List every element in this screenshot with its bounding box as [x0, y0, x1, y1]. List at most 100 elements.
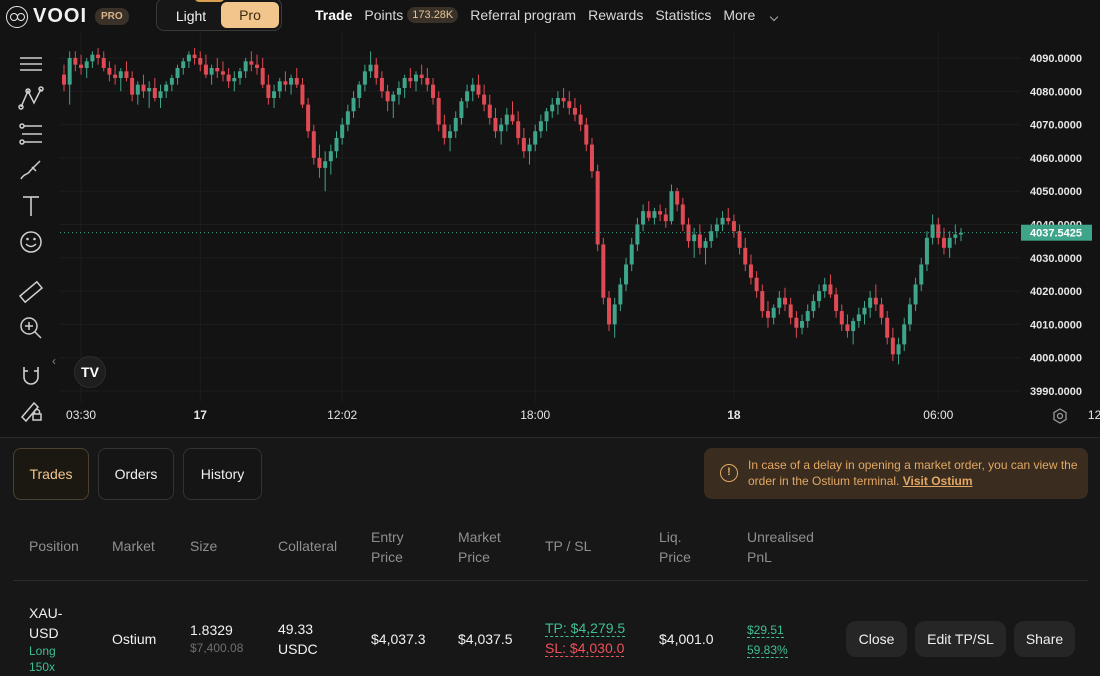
tradingview-logo-icon[interactable]: TV [74, 356, 106, 388]
candle-body [340, 124, 345, 138]
candle-body [289, 77, 294, 85]
candle-body [345, 111, 350, 125]
points-badge: 173.28K [407, 7, 459, 23]
entry-price-value: $4,037.3 [371, 631, 426, 647]
magnet-icon[interactable] [14, 362, 48, 390]
price-chart[interactable]: 4090.0000 4080.0000 4070.0000 4060.0000 4050… [0, 32, 1100, 430]
col-unrealised-pnl: Unrealised PnL [747, 527, 814, 567]
candle-body [260, 67, 265, 85]
brush-icon[interactable] [14, 156, 48, 184]
delay-notice: ! In case of a delay in opening a market… [704, 448, 1088, 499]
nav-statistics[interactable]: Statistics [655, 7, 712, 23]
tab-trades[interactable]: Trades [13, 448, 89, 500]
candle-body [317, 157, 322, 168]
new-tag: new [194, 0, 225, 2]
candle-body [811, 301, 816, 312]
tp-value: TP: $4,279.5 [545, 618, 626, 638]
emoji-icon[interactable] [14, 228, 48, 256]
candle-body [67, 58, 72, 85]
close-button[interactable]: Close [846, 621, 907, 657]
nav-referral[interactable]: Referral program [470, 7, 577, 23]
text-icon[interactable] [14, 192, 48, 220]
col-market: Market [112, 538, 155, 554]
chart-area[interactable]: 4090.0000 4080.0000 4070.0000 4060.0000 4050… [0, 32, 1100, 430]
chart-settings-icon[interactable] [1052, 408, 1068, 424]
candle-body [62, 74, 66, 85]
candle-body [232, 77, 237, 82]
candle-body [839, 311, 844, 325]
collapse-toolbar-icon[interactable]: ‹ [52, 354, 56, 368]
col-position: Position [29, 538, 79, 554]
candle-body [436, 97, 441, 125]
candle-body [794, 317, 799, 328]
candle-body [743, 247, 748, 265]
candle-body [141, 84, 146, 92]
leverage-label: 150x [29, 660, 56, 674]
ruler-icon[interactable] [14, 278, 48, 306]
candle-body [277, 81, 282, 92]
candle-body [845, 324, 850, 332]
candle-body [186, 54, 191, 62]
nav-more[interactable]: More [723, 7, 789, 23]
x-tick-label: 18 [727, 408, 741, 422]
col-tpsl: TP / SL [545, 538, 592, 554]
sl-text: SL: $4,030.0 [545, 640, 625, 657]
candle-body [169, 77, 174, 85]
candle-body [924, 237, 929, 265]
nav-points[interactable]: Points [364, 7, 404, 23]
candle-body [907, 304, 912, 325]
crosshair-lines-icon[interactable] [14, 50, 48, 78]
mode-light-button[interactable]: Light [175, 8, 207, 24]
col-market-price-line2: Price [458, 549, 490, 565]
lock-drawings-icon[interactable] [14, 396, 48, 424]
candle-body [658, 211, 663, 215]
visit-ostium-link[interactable]: Visit Ostium [902, 474, 973, 488]
candle-body [765, 311, 770, 318]
candle-body [703, 241, 708, 248]
candle-body [215, 67, 220, 72]
y-tick-label: 4080.0000 [1030, 86, 1082, 98]
candle-body [890, 337, 895, 355]
candle-body [266, 84, 271, 98]
edit-tpsl-button[interactable]: Edit TP/SL [915, 621, 1006, 657]
candle-body [726, 217, 731, 222]
zoom-in-icon[interactable] [14, 314, 48, 342]
candle-body [220, 71, 225, 75]
share-button[interactable]: Share [1014, 621, 1075, 657]
nav-trade[interactable]: Trade [315, 7, 353, 23]
candle-body [107, 67, 112, 75]
col-entry-line1: Entry [371, 529, 404, 545]
mode-pro-button[interactable]: Pro [221, 2, 279, 28]
tab-history[interactable]: History [183, 448, 262, 500]
nav-rewards[interactable]: Rewards [588, 7, 644, 23]
trend-line-icon[interactable] [14, 84, 48, 112]
tab-orders[interactable]: Orders [98, 448, 174, 500]
candle-body [646, 211, 651, 218]
candle-body [959, 232, 963, 235]
tpsl-value[interactable]: TP: $4,279.5 SL: $4,030.0 [545, 618, 626, 658]
col-entry-price: Entry Price [371, 527, 404, 567]
table-divider [13, 580, 1088, 581]
size-value: 1.8329 $7,400.08 [190, 620, 243, 656]
candle-body [419, 74, 424, 78]
candle-body [834, 294, 839, 312]
candle-body [697, 234, 702, 248]
fib-retracement-icon[interactable] [14, 120, 48, 148]
candle-body [527, 144, 532, 152]
candle-body [448, 131, 453, 138]
candle-body [561, 97, 566, 102]
candle-body [851, 321, 856, 332]
col-pnl-line1: Unrealised [747, 529, 814, 545]
candle-body [709, 231, 714, 242]
candle-body [675, 191, 680, 205]
candle-body [249, 61, 254, 65]
candle-body [402, 77, 407, 88]
col-liq-price: Liq. Price [659, 527, 691, 567]
collateral-value: 49.33 USDC [278, 619, 318, 659]
candle-body [930, 224, 935, 238]
logo[interactable]: VOOI PRO [6, 5, 129, 28]
candle-body [79, 64, 84, 68]
candle-body [652, 211, 657, 218]
y-tick-label: 4090.0000 [1030, 53, 1082, 65]
candle-body [431, 84, 436, 98]
